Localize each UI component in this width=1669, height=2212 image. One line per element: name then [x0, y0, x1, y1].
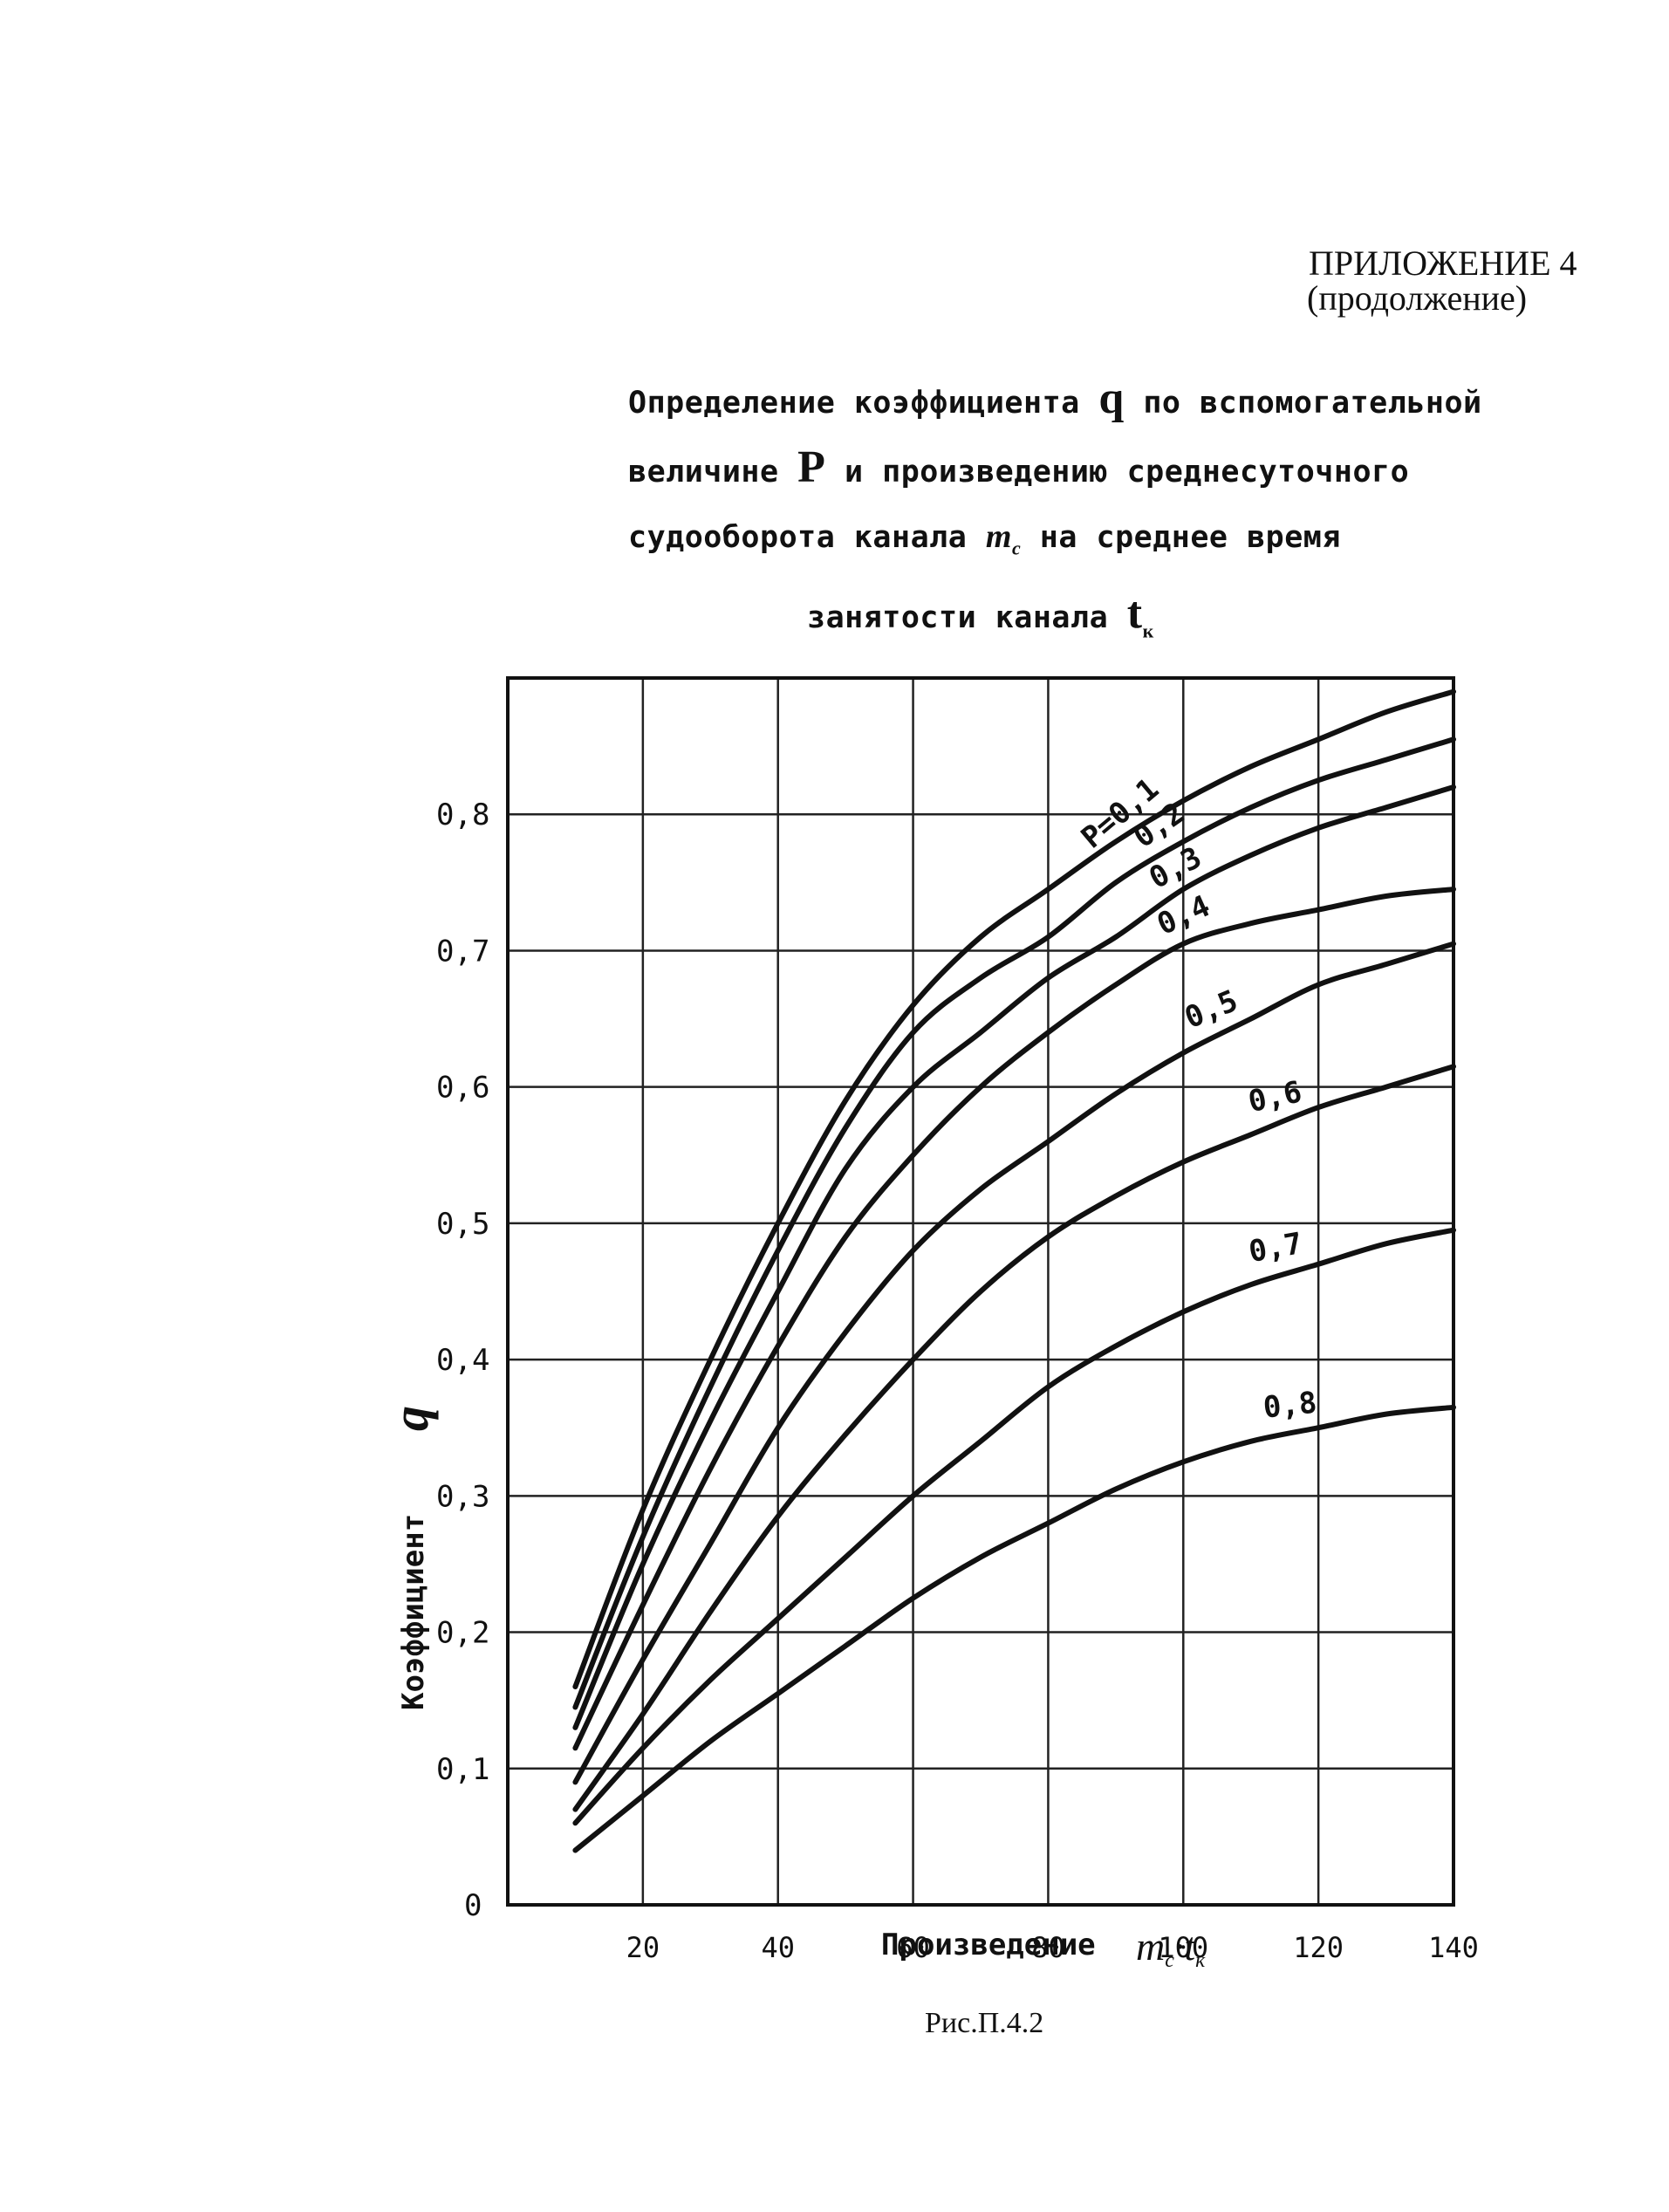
x-tick-label: 60: [896, 1931, 930, 1964]
x-tick-label: 100: [1158, 1931, 1208, 1964]
tk-letter: t: [1126, 587, 1143, 638]
mc-subscript: c: [1011, 537, 1022, 559]
title-text-1b: по вспомогательной: [1143, 386, 1482, 421]
y-axis-title: Коэффициент q: [382, 1406, 439, 1710]
y-axis-label: Коэффициент: [396, 1514, 431, 1710]
y-tick-label: 0,7: [436, 934, 489, 969]
y-tick-label: 0,4: [436, 1343, 489, 1378]
title-line-2: величине P и произведению среднесуточног…: [628, 435, 1501, 504]
tk-symbol: tк: [1126, 587, 1154, 641]
title-line-3: судооборота канала mc на среднее время: [628, 504, 1501, 581]
x-axis-label: Произведение: [881, 1928, 1096, 1962]
title-text-3a: судооборота канала: [628, 520, 968, 555]
title-line-1: Определение коэффициента q по вспомогате…: [628, 366, 1501, 435]
y-tick-label: 0: [464, 1888, 482, 1923]
y-tick-label: 0,8: [436, 798, 489, 832]
mc-letter: m: [985, 518, 1012, 555]
x-tick-label: 20: [626, 1931, 660, 1964]
title-text-3b: на среднее время: [1039, 520, 1341, 555]
series-line-5: [572, 941, 1456, 1785]
series-label-7: 0,7: [1246, 1226, 1304, 1270]
series-line-8: [572, 1404, 1456, 1853]
x-axis-title: Произведение mc·tк: [881, 1924, 1206, 1972]
title-text-2b: и произведению среднесуточного: [845, 455, 1410, 490]
series-label-6: 0,6: [1245, 1074, 1304, 1120]
plot-frame: [506, 676, 1455, 1907]
q-symbol: q: [1098, 373, 1125, 423]
x-tick-label: 40: [761, 1931, 795, 1964]
y-tick-label: 0,1: [436, 1752, 489, 1787]
y-tick-label: 0,5: [436, 1207, 489, 1242]
title-text-4a: занятости канала: [807, 599, 1109, 635]
series-lines: [572, 688, 1456, 1853]
figure-caption: Рис.П.4.2: [925, 2007, 1044, 2039]
tick-labels: 20 40 60 80 100 120 140 0 0,1 0,2 0,3 0,4 0,5 0,6 0,7 0…: [436, 798, 1479, 1964]
series-line-6: [572, 1064, 1456, 1812]
tk-subscript: к: [1142, 619, 1154, 641]
y-tick-label: 0,6: [436, 1071, 489, 1106]
title-text-2a: величине: [628, 455, 779, 490]
x-tick-label: 120: [1293, 1931, 1344, 1964]
y-tick-label: 0,3: [436, 1479, 489, 1514]
y-tick-label: 0,2: [436, 1616, 489, 1651]
appendix-header: ПРИЛОЖЕНИЕ 4 (продолжение): [1307, 243, 1640, 318]
y-axis-q-symbol: q: [382, 1406, 439, 1431]
series-line-7: [572, 1227, 1456, 1826]
series-line-4: [572, 887, 1456, 1751]
figure-title: Определение коэффициента q по вспомогате…: [628, 366, 1501, 663]
series-line-3: [572, 784, 1456, 1730]
x-tick-label: 140: [1428, 1931, 1479, 1964]
mc-symbol: mc: [985, 518, 1021, 559]
series-line-2: [572, 736, 1456, 1710]
series-label-8: 0,8: [1262, 1385, 1318, 1425]
series-line-1: [572, 688, 1456, 1689]
title-text-1a: Определение коэффициента: [628, 386, 1080, 421]
x-tick-label: 80: [1031, 1931, 1065, 1964]
appendix-label: ПРИЛОЖЕНИЕ 4: [1309, 243, 1577, 283]
p-symbol: P: [797, 442, 826, 492]
title-line-4: занятости канала tк: [628, 581, 1501, 663]
appendix-continuation: (продолжение): [1307, 278, 1528, 318]
